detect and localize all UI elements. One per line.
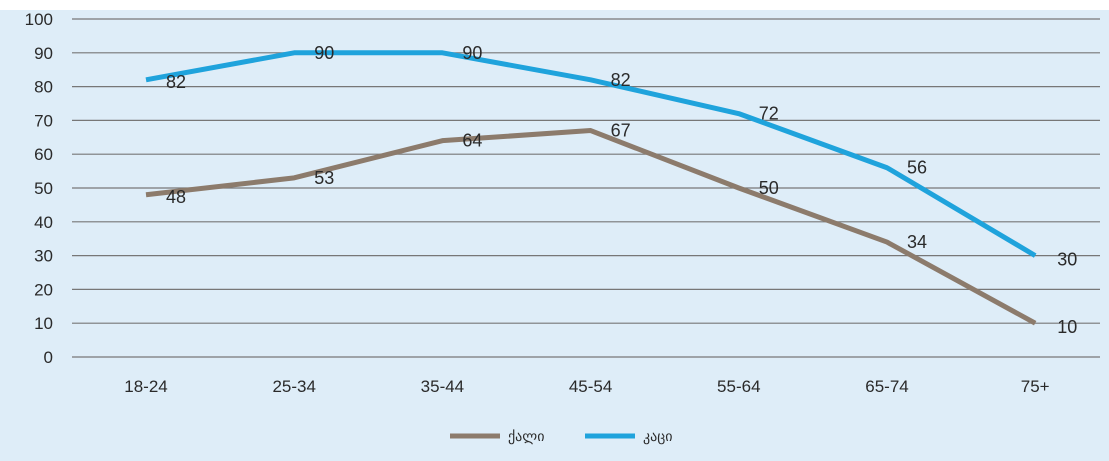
data-labels: 48 53 64 67 50 34 10 82 90 90 82 72 56 30	[166, 43, 1077, 337]
x-tick-label-35-44: 35-44	[421, 377, 464, 396]
data-label-s1-2: 90	[462, 43, 482, 63]
x-tick-label-18-24: 18-24	[124, 377, 167, 396]
x-tick-label-55-64: 55-64	[717, 377, 760, 396]
x-tick-label-65-74: 65-74	[865, 377, 908, 396]
data-label-s1-0: 82	[166, 72, 186, 92]
y-tick-label-80: 80	[34, 78, 53, 97]
data-label-s0-3: 67	[611, 121, 631, 141]
series-lines	[145, 50, 1037, 326]
x-axis-ticks: 18-24 25-34 35-44 45-54 55-64 65-74 75+	[124, 377, 1049, 396]
data-label-s1-6: 30	[1057, 250, 1077, 270]
data-label-s1-1: 90	[314, 43, 334, 63]
x-tick-label-25-34: 25-34	[272, 377, 315, 396]
data-label-s1-4: 72	[759, 104, 779, 124]
y-tick-label-0: 0	[44, 348, 53, 367]
series-line-1	[145, 50, 1037, 258]
y-tick-label-70: 70	[34, 111, 53, 130]
y-tick-label-100: 100	[25, 10, 53, 29]
y-tick-label-40: 40	[34, 213, 53, 232]
gridlines	[72, 18, 1100, 358]
y-axis-ticks: 0 10 20 30 40 50 60 70 80 90 100	[25, 10, 53, 367]
y-tick-label-90: 90	[34, 44, 53, 63]
legend-label-1: კაცი	[643, 428, 673, 445]
data-label-s0-6: 10	[1057, 317, 1077, 337]
y-tick-label-20: 20	[34, 280, 53, 299]
data-label-s1-3: 82	[611, 70, 631, 90]
x-tick-label-75+: 75+	[1021, 377, 1050, 396]
y-tick-label-50: 50	[34, 179, 53, 198]
x-tick-label-45-54: 45-54	[569, 377, 612, 396]
data-label-s0-5: 34	[907, 232, 927, 252]
series-line-0	[145, 128, 1037, 326]
y-tick-label-60: 60	[34, 145, 53, 164]
data-label-s0-2: 64	[462, 131, 482, 151]
data-label-s0-4: 50	[759, 178, 779, 198]
y-tick-label-30: 30	[34, 247, 53, 266]
legend: ქალი კაცი	[450, 428, 673, 445]
data-label-s0-0: 48	[166, 187, 186, 207]
y-tick-label-10: 10	[34, 314, 53, 333]
legend-label-0: ქალი	[508, 428, 544, 445]
data-label-s1-5: 56	[907, 158, 927, 178]
data-label-s0-1: 53	[314, 168, 334, 188]
chart-panel	[0, 10, 1109, 461]
